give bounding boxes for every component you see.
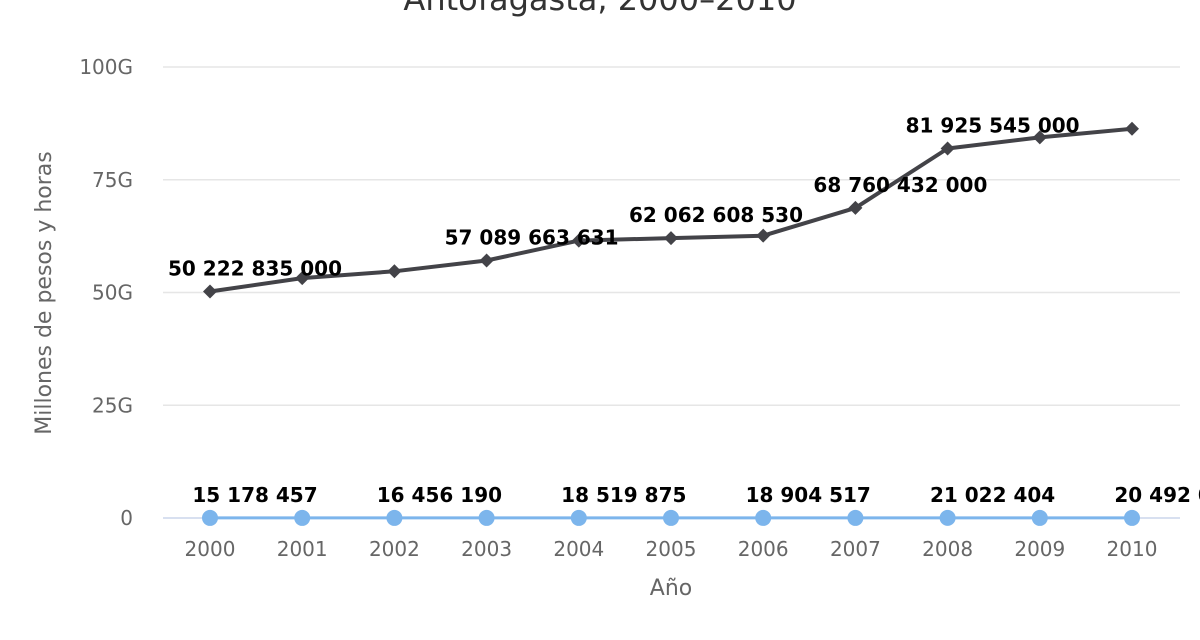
data-label: 20 492 004 [1114,483,1200,507]
y-tick-label: 100G [79,55,133,79]
x-tick-label: 2007 [830,537,881,561]
x-tick-label: 2009 [1014,537,1065,561]
data-label: 50 222 835 000 [168,256,342,280]
y-axis-title: Millones de pesos y horas [32,151,57,435]
x-tick-label: 2003 [461,537,512,561]
data-point [478,509,495,526]
data-label: 62 062 608 530 [629,203,803,227]
x-tick-label: 2002 [369,537,420,561]
data-label: 57 089 663 631 [445,226,619,250]
y-axis-ticks: 0 25G 50G 75G 100G [79,55,133,530]
data-point [756,228,771,243]
x-axis-ticks: 2000 2001 2002 2003 2004 2005 2006 2007 2008 2009… [185,537,1158,561]
data-point [202,509,218,526]
data-label: 15 178 457 [192,483,317,507]
series [202,121,1140,526]
x-tick-label: 2005 [646,537,697,561]
x-tick-label: 2000 [185,537,236,561]
data-label: 18 519 875 [561,483,686,507]
data-point [847,509,864,526]
x-tick-label: 2004 [553,537,604,561]
data-point [571,233,586,248]
y-tick-label: 0 [120,506,133,530]
x-axis-title: Año [650,576,692,601]
data-point [1031,509,1048,526]
data-label: 18 904 517 [746,483,871,507]
data-label: 21 022 404 [930,483,1055,507]
data-point [387,264,402,279]
x-tick-label: 2001 [277,537,328,561]
data-point [940,141,955,156]
x-tick-label: 2010 [1107,537,1158,561]
data-point [294,509,311,526]
data-label: 16 456 190 [377,483,502,507]
data-point [295,271,310,286]
data-point [848,200,863,215]
chart-title: Antofagasta, 2000–2010 [403,0,796,18]
data-point [1125,121,1139,136]
data-point [479,253,494,268]
data-label: 68 760 432 000 [813,173,987,197]
y-tick-label: 50G [92,281,133,305]
x-tick-label: 2006 [738,537,789,561]
y-tick-label: 75G [92,168,133,192]
data-point [755,509,772,526]
data-label: 81 925 545 000 [906,114,1080,138]
data-point [570,509,587,526]
data-point [386,509,403,526]
data-point [203,284,217,299]
data-point [663,509,679,526]
y-tick-label: 25G [92,393,133,417]
data-point [664,231,678,246]
data-labels: 50 222 835 000 57 089 663 631 62 062 608 5… [168,114,1200,507]
x-tick-label: 2008 [922,537,973,561]
data-point [939,509,956,526]
data-point [1124,509,1140,526]
data-point [1032,130,1047,145]
